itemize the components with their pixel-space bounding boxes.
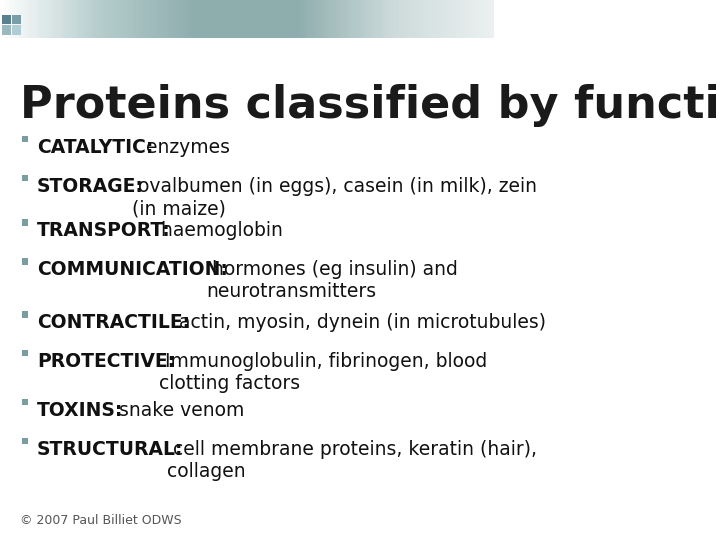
Text: hormones (eg insulin) and
neurotransmitters: hormones (eg insulin) and neurotransmitt… <box>206 260 458 301</box>
Text: © 2007 Paul Billiet ODWS: © 2007 Paul Billiet ODWS <box>19 514 181 526</box>
FancyBboxPatch shape <box>22 258 28 265</box>
Text: Immunoglobulin, fibrinogen, blood
clotting factors: Immunoglobulin, fibrinogen, blood clotti… <box>159 352 487 393</box>
Text: PROTECTIVE:: PROTECTIVE: <box>37 352 175 371</box>
Text: Proteins classified by function: Proteins classified by function <box>19 84 720 127</box>
FancyBboxPatch shape <box>22 219 28 226</box>
Text: enzymes: enzymes <box>140 138 230 157</box>
FancyBboxPatch shape <box>22 438 28 444</box>
FancyBboxPatch shape <box>22 350 28 356</box>
Text: CATALYTIC:: CATALYTIC: <box>37 138 153 157</box>
FancyBboxPatch shape <box>22 311 28 318</box>
Text: STRUCTURAL:: STRUCTURAL: <box>37 440 184 459</box>
FancyBboxPatch shape <box>12 15 21 24</box>
Text: cell membrane proteins, keratin (hair),
collagen: cell membrane proteins, keratin (hair), … <box>166 440 536 481</box>
FancyBboxPatch shape <box>12 25 21 35</box>
Text: snake venom: snake venom <box>114 401 245 420</box>
FancyBboxPatch shape <box>2 25 11 35</box>
Text: STORAGE:: STORAGE: <box>37 177 144 196</box>
Text: haemoglobin: haemoglobin <box>156 221 283 240</box>
Text: COMMUNICATION:: COMMUNICATION: <box>37 260 228 279</box>
FancyBboxPatch shape <box>22 399 28 405</box>
FancyBboxPatch shape <box>22 175 28 181</box>
Text: ovalbumen (in eggs), casein (in milk), zein
(in maize): ovalbumen (in eggs), casein (in milk), z… <box>132 177 536 218</box>
Text: TOXINS:: TOXINS: <box>37 401 123 420</box>
Text: actin, myosin, dynein (in microtubules): actin, myosin, dynein (in microtubules) <box>173 313 546 332</box>
FancyBboxPatch shape <box>22 136 28 142</box>
Text: TRANSPORT:: TRANSPORT: <box>37 221 171 240</box>
Text: CONTRACTILE:: CONTRACTILE: <box>37 313 190 332</box>
FancyBboxPatch shape <box>2 15 11 24</box>
